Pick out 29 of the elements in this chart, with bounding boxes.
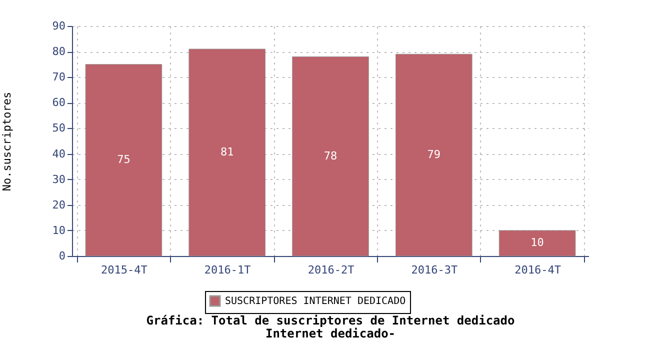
y-tick-label: 80: [52, 45, 66, 58]
bar: [498, 230, 576, 256]
data-label: 10: [530, 236, 544, 250]
y-tick-label: 90: [52, 20, 66, 32]
x-tick-label: 2016-2T: [308, 264, 355, 276]
text: Internet dedicado-: [265, 326, 396, 340]
x-tick-label: 2016-3T: [411, 264, 458, 276]
x-tick-label: 2016-1T: [204, 264, 252, 276]
y-tick-label: 70: [52, 70, 66, 84]
bar: [292, 56, 369, 256]
data-label: 75: [117, 153, 130, 166]
data-label: 78: [324, 149, 338, 162]
text: Gráfica: Total de suscriptores de Internet dedicado: [146, 314, 515, 328]
legend-label: SUSCRIPTORES INTERNET DEDICADO: [225, 296, 406, 307]
y-tick-label: 0: [58, 250, 66, 262]
y-tick-label: 10: [52, 224, 66, 237]
bar: [395, 54, 472, 256]
data-label: 81: [220, 146, 234, 158]
bar: [85, 64, 162, 256]
x-tick-label: 2015-4T: [101, 264, 148, 276]
y-tick-label: 60: [52, 96, 66, 110]
x-tick-label: 2016-4T: [514, 264, 562, 276]
y-axis-title: No.suscriptores: [0, 92, 14, 192]
bar: [188, 48, 266, 256]
y-tick-label: 40: [52, 147, 66, 160]
data-label: 79: [427, 148, 441, 162]
y-tick-label: 50: [52, 122, 66, 135]
y-tick-label: 30: [52, 172, 66, 186]
y-tick-label: 20: [52, 198, 66, 212]
